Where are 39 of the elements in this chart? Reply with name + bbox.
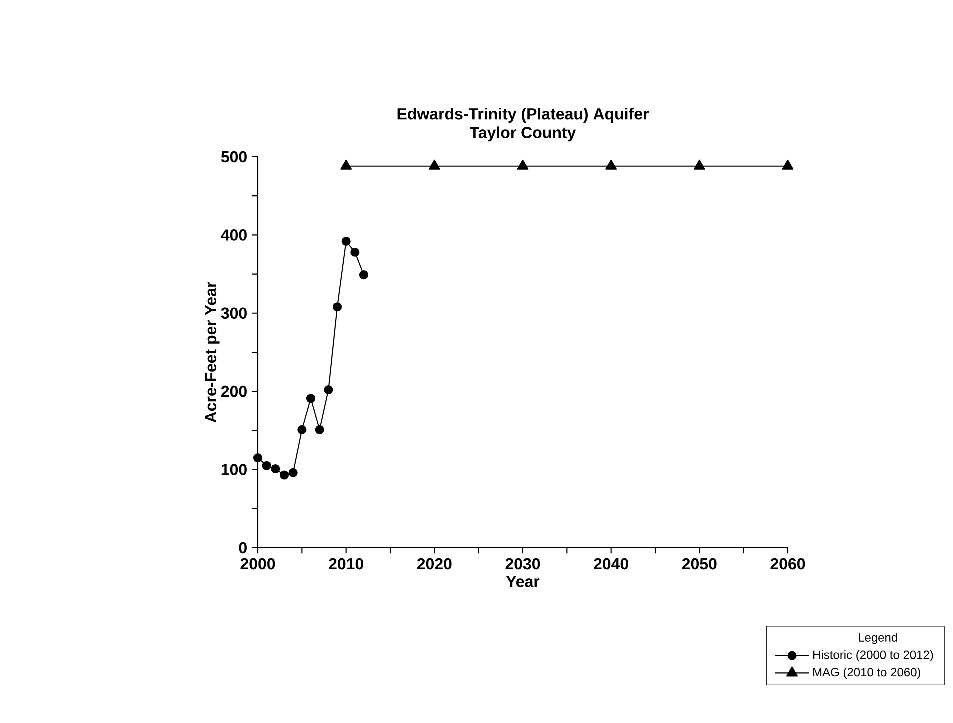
- point: [280, 470, 290, 480]
- point: [324, 385, 334, 395]
- y-axis-title: Acre-Feet per Year: [205, 282, 220, 423]
- y-tick-label: 400: [221, 230, 247, 241]
- legend-title: Legend: [859, 633, 898, 644]
- point: [288, 468, 298, 478]
- x-tick-label: 2020: [417, 558, 452, 570]
- point: [315, 425, 324, 434]
- point: [340, 160, 352, 170]
- point: [306, 394, 316, 404]
- y-tick-label: 0: [239, 542, 247, 554]
- x-tick-label: 2050: [682, 558, 717, 570]
- point: [298, 425, 307, 434]
- x-tick-label: 2000: [240, 558, 276, 570]
- point: [606, 160, 618, 170]
- x-axis-title: Year: [506, 576, 540, 588]
- y-tick-label: 500: [221, 151, 247, 163]
- point: [350, 248, 360, 257]
- point: [342, 236, 351, 246]
- point: [253, 454, 263, 463]
- point: [262, 461, 272, 470]
- y-tick-label: 200: [221, 386, 247, 398]
- point: [782, 160, 794, 170]
- point: [359, 270, 369, 280]
- y-tick-label: 100: [222, 464, 247, 476]
- chart-title: Edwards-Trinity (Plateau) Aquifer: [398, 108, 649, 123]
- chart-subtitle: Taylor County: [470, 126, 576, 142]
- y-tick-label: 300: [221, 308, 247, 320]
- point: [271, 464, 280, 474]
- x-tick-label: 2010: [329, 558, 364, 570]
- point: [694, 160, 706, 170]
- point: [428, 160, 440, 170]
- x-tick-label: 2030: [506, 558, 540, 570]
- point: [517, 160, 529, 170]
- point: [332, 302, 342, 312]
- legend-label: MAG (2010 to 2060): [814, 668, 921, 680]
- x-tick-label: 2060: [770, 558, 806, 570]
- legend-label: Historic (2000 to 2012): [814, 650, 934, 662]
- x-tick-label: 2040: [594, 558, 628, 570]
